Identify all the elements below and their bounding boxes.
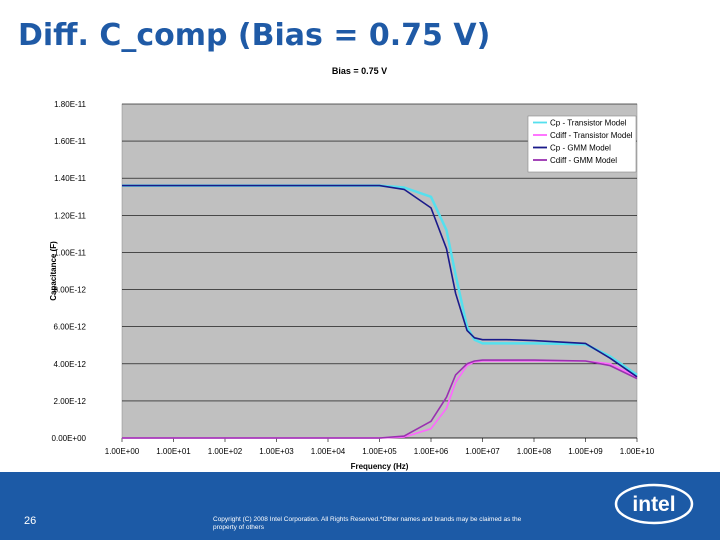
line-chart: Bias = 0.75 V 0.00E+00 2.00E-12 4.00E-12 6.0… — [49, 66, 655, 471]
legend-label-4: Cdiff - GMM Model — [550, 156, 617, 165]
legend-box — [527, 115, 637, 173]
x-tick-label: 1.00E+04 — [311, 447, 346, 456]
y-axis-title: Capacitance (F) — [49, 241, 58, 301]
y-tick-label: 6.00E-12 — [54, 323, 87, 332]
y-tick-label: 1.40E-11 — [54, 174, 86, 183]
x-tick-label: 1.00E+10 — [620, 447, 655, 456]
y-tick-label: 1.80E-11 — [54, 100, 86, 109]
x-tick-label: 1.00E+02 — [208, 447, 243, 456]
y-tick-label: 0.00E+00 — [52, 434, 87, 443]
x-tick-label: 1.00E+01 — [156, 447, 191, 456]
series-line-4 — [122, 359, 638, 439]
y-tick-label: 8.00E-12 — [54, 286, 87, 295]
footer-band — [0, 472, 720, 540]
legend-label-2: Cdiff - Transistor Model — [550, 131, 633, 140]
y-tick-label: 1.00E-11 — [54, 248, 86, 257]
intel-logo: intel — [614, 483, 694, 525]
chart-title: Bias = 0.75 V — [332, 66, 387, 76]
series-line-3 — [122, 184, 638, 378]
x-tick-label: 1.00E+07 — [465, 447, 500, 456]
x-tick-label: 1.00E+00 — [105, 447, 140, 456]
x-tick-label: 1.00E+08 — [517, 447, 552, 456]
copyright-notice: Copyright (C) 2008 Intel Corporation. Al… — [213, 516, 522, 531]
y-tick-label: 1.60E-11 — [54, 137, 86, 146]
x-axis-title: Frequency (Hz) — [351, 462, 409, 471]
slide-title: Diff. C_comp (Bias = 0.75 V) — [18, 18, 491, 53]
y-tick-label: 1.20E-11 — [54, 211, 86, 220]
x-tick-label: 1.00E+05 — [362, 447, 397, 456]
x-tick-label: 1.00E+03 — [259, 447, 294, 456]
y-tick-label: 4.00E-12 — [54, 360, 87, 369]
x-tick-label: 1.00E+06 — [414, 447, 449, 456]
legend-label-1: Cp - Transistor Model — [550, 119, 627, 128]
y-tick-label: 2.00E-12 — [54, 397, 87, 406]
intel-logo-swoosh — [614, 483, 694, 525]
x-tick-label: 1.00E+09 — [568, 447, 603, 456]
page-number: 26 — [24, 515, 37, 527]
legend-label-3: Cp - GMM Model — [550, 144, 611, 153]
intel-logo-text: intel — [632, 493, 675, 516]
